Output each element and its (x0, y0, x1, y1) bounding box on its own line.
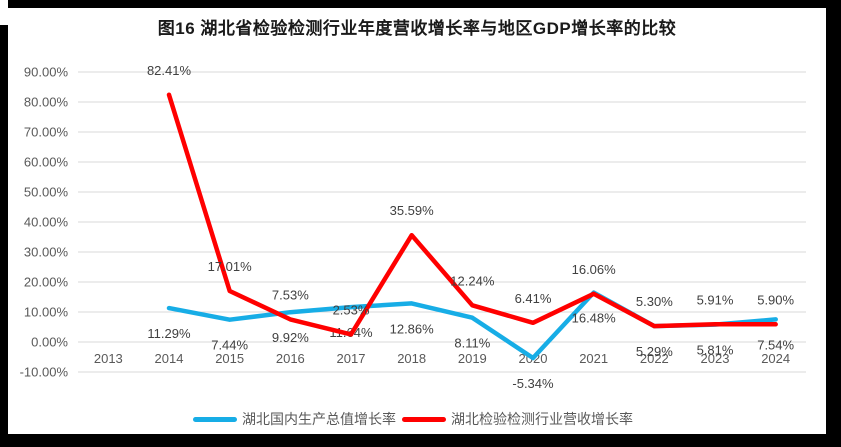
x-axis-tick-label: 2014 (155, 351, 184, 366)
frame-border-left (0, 25, 8, 447)
data-label: 16.48% (572, 311, 617, 326)
x-axis-tick-label: 2018 (397, 351, 426, 366)
data-label: 35.59% (390, 203, 435, 218)
data-label: 2.53% (333, 302, 370, 317)
y-axis-tick-label: -10.00% (20, 365, 69, 380)
data-label: 5.30% (636, 294, 673, 309)
data-label: 5.81% (697, 343, 734, 358)
frame-border-top (8, 0, 841, 8)
gdp-line-swatch-icon (193, 416, 237, 422)
y-axis-tick-label: 40.00% (24, 215, 69, 230)
y-axis-tick-label: 90.00% (24, 65, 69, 80)
x-axis-tick-label: 2013 (94, 351, 123, 366)
legend-label-gdp: 湖北国内生产总值增长率 (242, 411, 396, 427)
x-axis-tick-label: 2016 (276, 351, 305, 366)
y-axis-tick-label: 0.00% (31, 335, 68, 350)
data-label: 5.90% (757, 292, 794, 307)
series-line (166, 92, 778, 337)
legend-label-industry: 湖北检验检测行业营收增长率 (451, 411, 633, 427)
x-axis-tick-label: 2021 (579, 351, 608, 366)
data-label: 16.06% (572, 262, 617, 277)
y-axis-tick-label: 60.00% (24, 155, 69, 170)
y-axis-tick-label: 50.00% (24, 185, 69, 200)
data-label: -5.34% (512, 376, 554, 391)
y-axis-tick-label: 70.00% (24, 125, 69, 140)
y-axis-tick-label: 10.00% (24, 305, 69, 320)
data-label: 7.44% (211, 338, 248, 353)
y-axis-tick-label: 30.00% (24, 245, 69, 260)
data-label: 6.41% (515, 291, 552, 306)
legend-item-gdp: 湖北国内生产总值增长率 (193, 409, 396, 429)
chart-legend: 湖北国内生产总值增长率 湖北检验检测行业营收增长率 (0, 409, 826, 429)
chart-title: 图16 湖北省检验检测行业年度营收增长率与地区GDP增长率的比较 (157, 19, 677, 38)
x-axis-tick-label: 2024 (761, 351, 790, 366)
x-axis-tick-label: 2019 (458, 351, 487, 366)
data-label: 17.01% (208, 259, 253, 274)
legend-item-industry: 湖北检验检测行业营收增长率 (402, 409, 633, 429)
y-axis-tick-label: 80.00% (24, 95, 69, 110)
data-label: 7.53% (272, 287, 309, 302)
data-label: 12.86% (390, 321, 435, 336)
industry-line-swatch-icon (402, 416, 446, 422)
data-label: 5.29% (636, 344, 673, 359)
y-axis-tick-label: 20.00% (24, 275, 69, 290)
frame-border-bottom (8, 434, 841, 447)
data-label: 12.24% (450, 273, 495, 288)
data-label: 8.11% (454, 336, 490, 351)
x-axis-tick-label: 2017 (337, 351, 366, 366)
x-axis-tick-label: 2022 (640, 351, 669, 366)
frame-border-right (826, 0, 841, 447)
x-axis-tick-label: 2015 (215, 351, 244, 366)
data-label: 11.29% (147, 326, 191, 341)
data-label: 82.41% (147, 63, 192, 78)
data-label: 7.54% (757, 337, 794, 352)
data-label: 5.91% (697, 292, 734, 307)
data-label: 9.92% (272, 330, 309, 345)
x-axis-tick-label: 2023 (701, 351, 730, 366)
